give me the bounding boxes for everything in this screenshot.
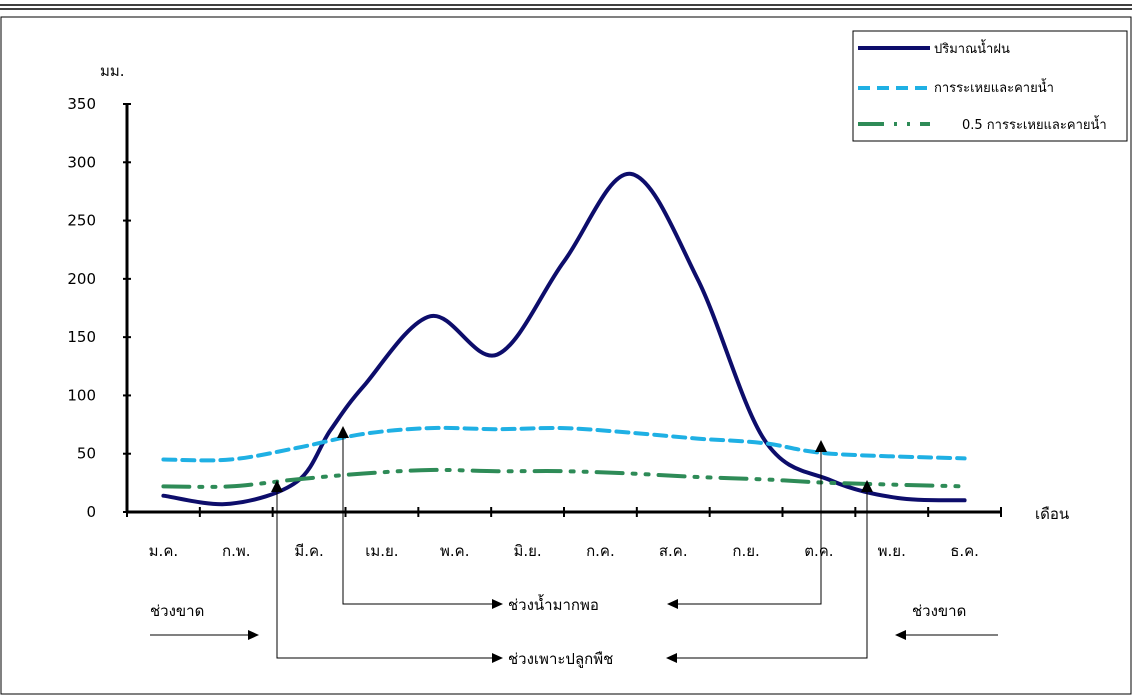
x-tick-label: ส.ค. [659,542,688,560]
half-evapotranspiration-line [161,467,967,489]
legend: ปริมาณน้ำฝน การระเหยและคายน้ำ 0.5 การระเ… [852,30,1128,142]
rainfall-line [161,171,967,507]
sufficient-period-bracket-left [342,436,492,605]
legend-label-evapotranspiration: การระเหยและคายน้ำ [934,78,1054,96]
y-tick-label: 50 [77,445,96,463]
sufficient-left-arrowhead-mid [667,599,678,609]
planting-right-arrowhead-mid [492,653,503,663]
y-tick-label: 300 [67,153,96,171]
deficit-right-arrowhead [895,630,906,640]
x-tick-label: ต.ค. [804,542,833,560]
x-tick-label: ธ.ค. [950,542,979,560]
y-tick-label: 0 [86,503,96,521]
y-tick-label: 200 [67,270,96,288]
planting-right-arrowhead [861,480,873,492]
x-axis-title: เดือน [1035,505,1069,523]
sufficient-right-arrowhead-mid [492,599,503,609]
x-tick-label: ก.พ. [222,542,251,560]
sufficient-right-arrowhead [815,440,827,452]
series-layer [161,171,967,507]
sufficient-period-bracket-right [678,452,822,605]
x-tick-label: เม.ย. [365,542,398,560]
legend-label-half-evapotranspiration: 0.5 การระเหยและคายน้ำ [962,115,1107,133]
y-tick-label: 150 [67,328,96,346]
chart-frame [0,16,1132,695]
planting-left-arrowhead [271,480,283,492]
axes: 0 50 100 150 200 250 300 350 ม.ค. ก.พ. มี.ค. เม.ย. พ… [67,95,1002,560]
deficit-left-label: ช่วงขาด [150,602,204,620]
x-tick-label: ก.ย. [732,542,759,560]
planting-period-bracket-right [677,492,868,659]
sufficient-left-arrowhead [337,426,349,438]
y-tick-label: 250 [67,212,96,230]
x-tick-label: พ.ย. [878,542,906,560]
deficit-left-arrowhead [248,630,259,640]
legend-label-rainfall: ปริมาณน้ำฝน [934,39,1010,57]
x-tick-label: พ.ค. [440,542,469,560]
deficit-right-label: ช่วงขาด [912,602,966,620]
x-tick-label: มี.ค. [294,542,323,560]
y-tick-label: 100 [67,386,96,404]
x-tick-label: ม.ค. [149,542,178,560]
x-tick-label: ก.ค. [586,542,615,560]
planting-period-label: ช่วงเพาะปลูกพืช [508,650,613,668]
y-tick-label: 350 [67,95,96,113]
x-tick-label: มิ.ย. [513,542,541,560]
period-annotations: ช่วงน้ำมากพอ ช่วงเพาะปลูกพืช ช่วงขาด ช่ว… [150,426,998,668]
planting-period-bracket-left [276,492,492,659]
evapotranspiration-line [161,425,967,463]
sufficient-period-label: ช่วงน้ำมากพอ [508,594,599,614]
planting-left-arrowhead-mid [666,653,677,663]
y-axis-title: มม. [100,62,125,80]
